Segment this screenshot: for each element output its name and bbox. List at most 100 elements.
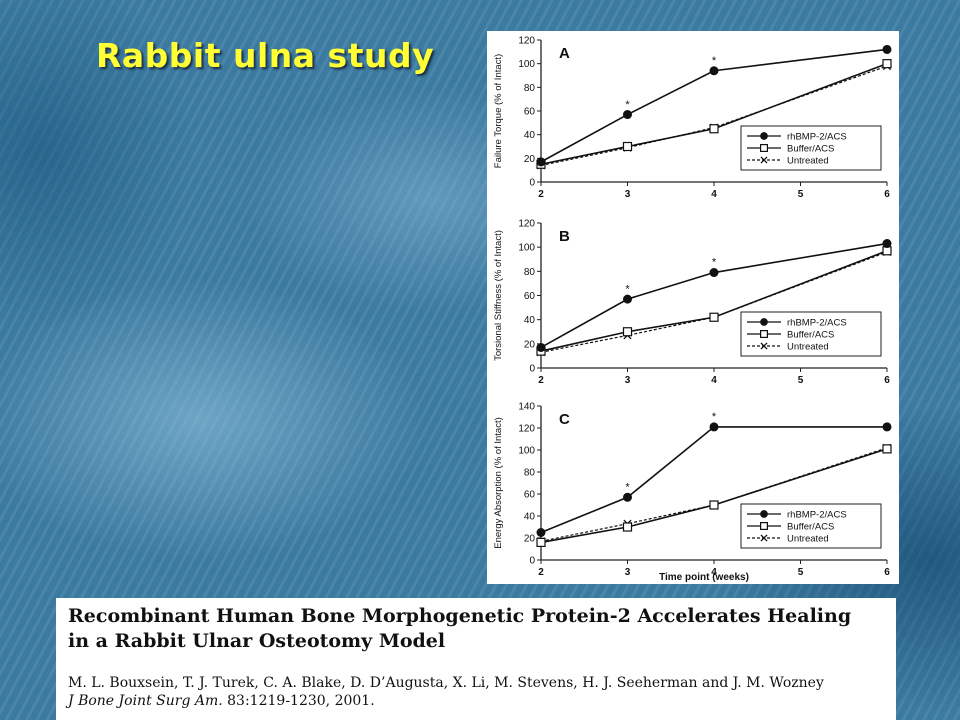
data-point-x <box>760 342 768 350</box>
series-line-buffer-acs <box>540 448 888 544</box>
panel-label: C <box>559 411 570 428</box>
legend-label: Buffer/ACS <box>787 144 834 155</box>
series-line-rhbmp-2-acs <box>540 426 887 534</box>
data-point-circle <box>623 294 632 304</box>
legend-label: rhBMP-2/ACS <box>787 318 847 329</box>
x-tick-label: 5 <box>798 567 804 578</box>
significance-mark: * <box>712 257 717 269</box>
legend-label: Untreated <box>787 342 829 353</box>
y-tick-label: 60 <box>524 107 536 118</box>
legend-label: Buffer/ACS <box>787 330 834 341</box>
data-point-square <box>709 312 719 322</box>
data-point-square <box>709 124 719 134</box>
x-tick-label: 6 <box>884 189 890 200</box>
legend-label: Untreated <box>787 156 829 167</box>
data-point-square <box>622 327 633 337</box>
chart-panel-b: 0 20 40 60 80 100 120 2 3 4 5 6 Torsional Stiffness … <box>493 219 892 386</box>
x-tick-label: 2 <box>538 375 544 386</box>
data-point-x <box>760 534 768 542</box>
journal-name: J Bone Joint Surg Am. <box>68 693 223 709</box>
series-line-rhbmp-2-acs <box>540 48 888 163</box>
legend-label: rhBMP-2/ACS <box>787 132 847 143</box>
x-tick-label: 3 <box>625 567 631 578</box>
data-point-square <box>622 522 633 532</box>
x-tick-label: 2 <box>538 567 544 578</box>
y-tick-label: 0 <box>529 364 535 375</box>
x-tick-label: 5 <box>798 189 804 200</box>
data-point-x <box>760 156 768 164</box>
figure-panel: 0 20 40 60 80 100 120 2 3 4 5 6 Failure Torque (% of… <box>487 31 899 584</box>
y-tick-label: 20 <box>524 534 536 545</box>
data-point-circle <box>536 528 546 537</box>
x-tick-label: 4 <box>711 567 717 578</box>
chart-panel-a: 0 20 40 60 80 100 120 2 3 4 5 6 Failure Torque (% of… <box>493 36 892 200</box>
x-tick-label: 4 <box>711 375 717 386</box>
y-axis-label: Energy Absorption (% of Intact) <box>493 417 504 548</box>
significance-mark: * <box>625 99 630 111</box>
x-tick-label: 3 <box>625 189 631 200</box>
y-tick-label: 80 <box>524 267 536 278</box>
x-axis-label: Time point (weeks) <box>659 572 749 583</box>
y-axis-label: Failure Torque (% of Intact) <box>493 54 504 168</box>
author-list: M. L. Bouxsein, T. J. Turek, C. A. Blake… <box>68 675 824 691</box>
data-point-circle <box>623 492 632 502</box>
series-line-untreated <box>540 251 888 353</box>
y-tick-label: 100 <box>518 446 535 457</box>
y-tick-label: 0 <box>529 178 535 189</box>
y-tick-label: 100 <box>518 243 535 254</box>
data-point-circle <box>882 44 892 54</box>
data-point-square <box>760 330 769 339</box>
x-tick-label: 2 <box>538 189 544 200</box>
data-point-circle <box>536 342 546 352</box>
y-tick-label: 100 <box>518 59 535 70</box>
y-axis-label: Torsional Stiffness (% of Intact) <box>493 230 504 361</box>
y-tick-label: 120 <box>518 424 535 435</box>
y-tick-label: 140 <box>518 402 535 413</box>
citation-box: Recombinant Human Bone Morphogenetic Pro… <box>56 598 896 720</box>
data-point-circle <box>623 110 632 120</box>
data-point-square <box>622 141 633 152</box>
data-point-circle <box>709 422 719 432</box>
series-line-buffer-acs <box>540 250 888 352</box>
series-line-buffer-acs <box>540 62 888 166</box>
y-tick-label: 20 <box>524 339 536 350</box>
data-point-square <box>882 59 892 69</box>
data-point-circle <box>882 422 892 432</box>
data-point-circle <box>709 268 719 278</box>
legend-label: Buffer/ACS <box>787 522 834 533</box>
chart-panel-c: 0 20 40 60 80 100 120 140 2 3 4 5 6 Energy Absorption… <box>493 402 892 583</box>
journal-reference: J Bone Joint Surg Am. 83:1219-1230, 2001… <box>68 693 375 709</box>
y-tick-label: 120 <box>518 219 535 230</box>
x-tick-label: 6 <box>884 567 890 578</box>
y-tick-label: 80 <box>524 468 536 479</box>
panel-label: A <box>559 45 570 62</box>
y-tick-label: 20 <box>524 154 536 165</box>
significance-mark: * <box>625 481 630 493</box>
journal-volume-pages: 83:1219-1230, 2001. <box>222 693 375 709</box>
data-point-circle <box>709 66 719 76</box>
significance-mark: * <box>712 411 717 423</box>
y-tick-label: 120 <box>518 36 535 47</box>
y-tick-label: 60 <box>524 291 536 302</box>
significance-mark: * <box>625 283 630 295</box>
data-point-circle <box>760 132 768 140</box>
data-point-square <box>760 143 769 152</box>
significance-mark: * <box>712 55 717 67</box>
data-point-circle <box>760 318 768 326</box>
y-tick-label: 0 <box>529 556 535 567</box>
data-point-square <box>760 522 769 531</box>
y-tick-label: 60 <box>524 490 536 501</box>
data-point-circle <box>882 239 892 249</box>
legend-label: Untreated <box>787 534 829 545</box>
legend-label: rhBMP-2/ACS <box>787 510 847 521</box>
x-tick-label: 6 <box>884 375 890 386</box>
data-point-square <box>882 444 892 454</box>
x-tick-label: 5 <box>798 375 804 386</box>
y-tick-label: 80 <box>524 83 536 94</box>
data-point-circle <box>536 157 546 167</box>
x-tick-label: 3 <box>625 375 631 386</box>
data-point-square <box>709 500 719 510</box>
y-tick-label: 40 <box>524 315 536 326</box>
